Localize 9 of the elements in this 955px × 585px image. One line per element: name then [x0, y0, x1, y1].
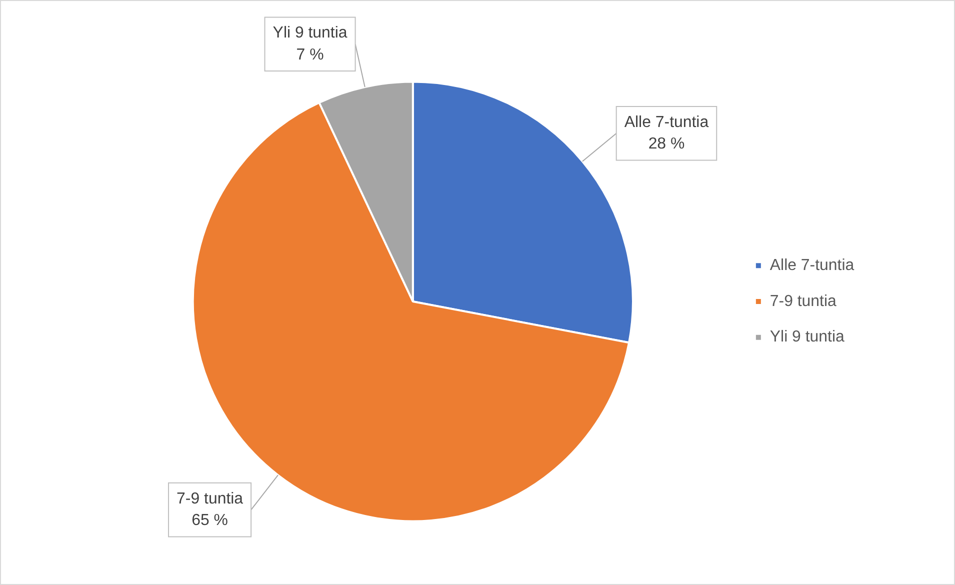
legend-label: Alle 7-tuntia: [770, 256, 854, 274]
slice-label: Alle 7-tuntia: [624, 114, 709, 131]
data-label: 65 %: [192, 512, 228, 530]
legend-label: Yli 9 tuntia: [770, 328, 844, 346]
legend-label: 7-9 tuntia: [770, 292, 837, 310]
data-label: 7 %: [296, 46, 324, 64]
slice-label: 7-9 tuntia: [176, 490, 244, 508]
data-label: 28 %: [648, 136, 685, 153]
slice-label: Yli 9 tuntia: [272, 24, 348, 42]
